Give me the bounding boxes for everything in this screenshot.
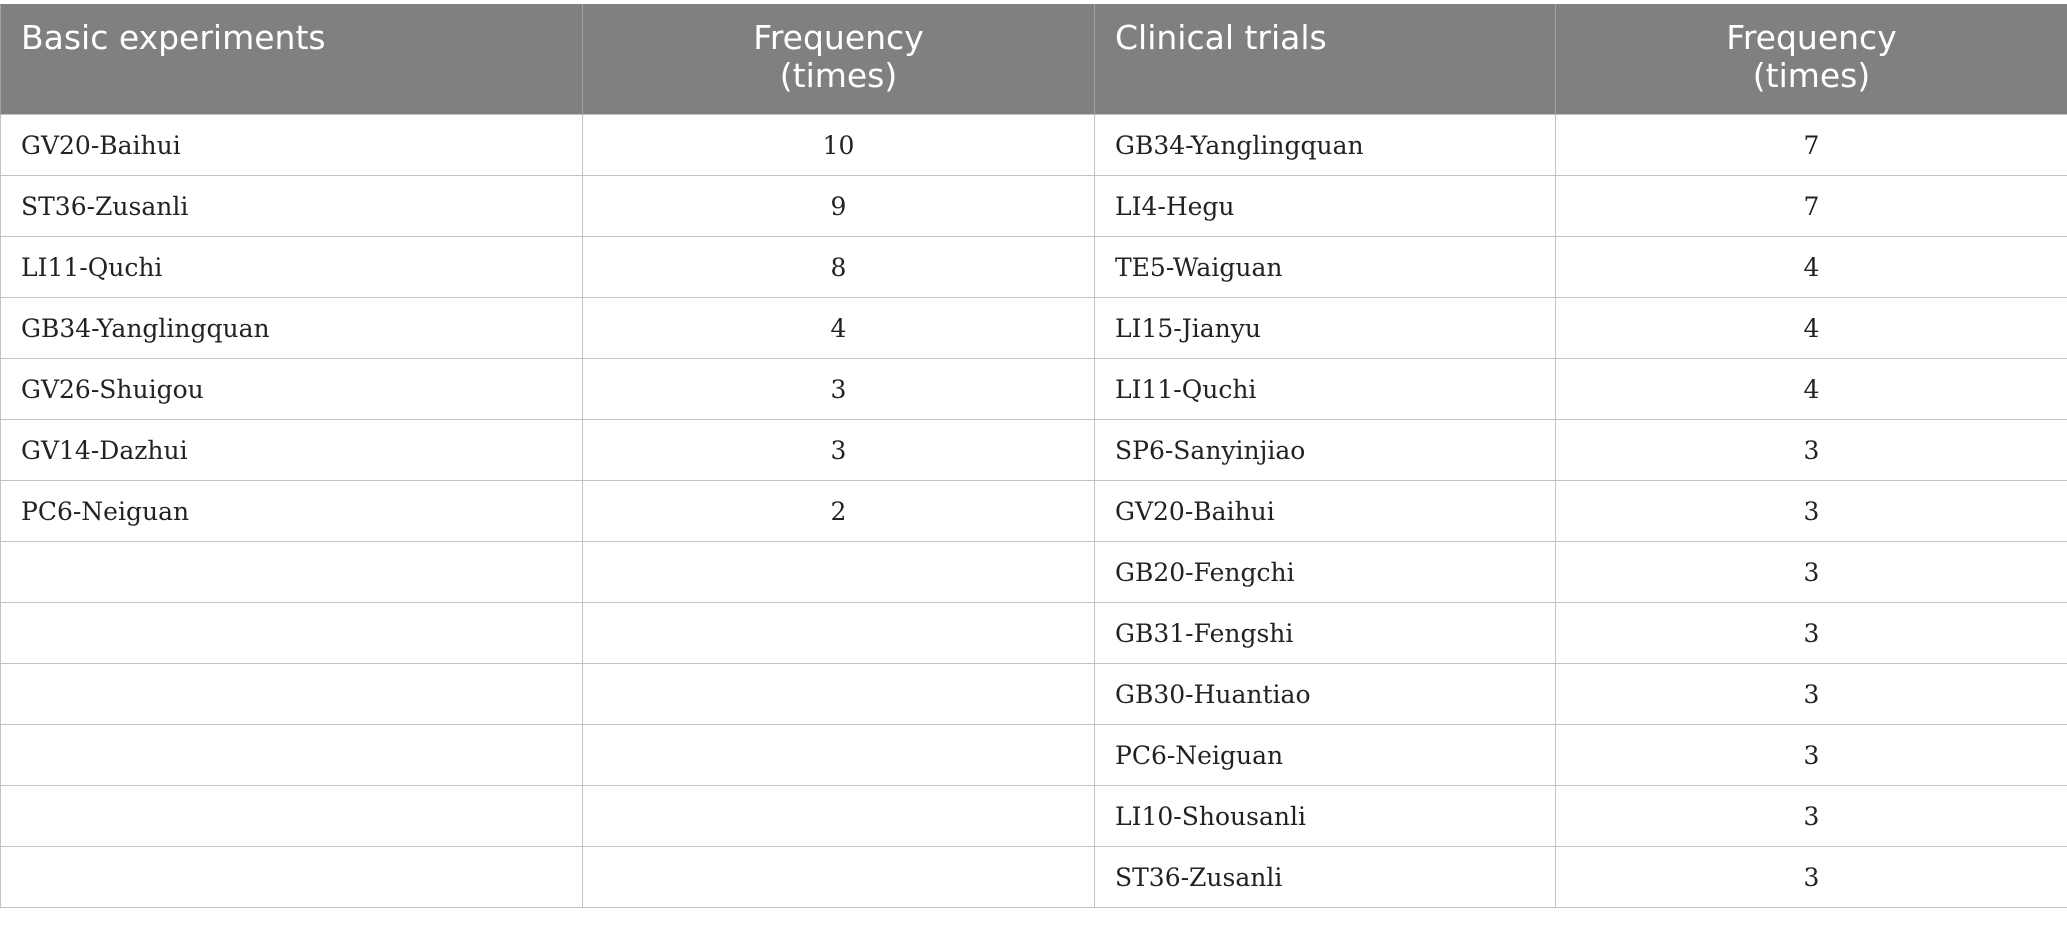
header-clinical-trials-label: Clinical trials: [1115, 18, 1327, 57]
table-row: ST36-Zusanli 9 LI4-Hegu 7: [0, 175, 2067, 237]
table-row: LI10-Shousanli 3: [0, 785, 2067, 847]
table-row: PC6-Neiguan 2 GV20-Baihui 3: [0, 480, 2067, 542]
clinical-acupoint-cell: GB31-Fengshi: [1094, 602, 1556, 664]
clinical-frequency-cell: 3: [1555, 602, 2067, 664]
header-clinical-frequency: Frequency (times): [1555, 4, 2067, 115]
clinical-frequency-cell: 3: [1555, 846, 2067, 908]
header-basic-experiments: Basic experiments: [0, 4, 583, 115]
clinical-acupoint-cell: GV20-Baihui: [1094, 480, 1556, 542]
basic-acupoint-cell: [0, 663, 583, 725]
clinical-frequency-cell: 3: [1555, 785, 2067, 847]
basic-frequency-cell: [582, 724, 1095, 786]
header-clinical-trials: Clinical trials: [1094, 4, 1556, 115]
clinical-frequency-cell: 3: [1555, 541, 2067, 603]
clinical-acupoint-cell: GB20-Fengchi: [1094, 541, 1556, 603]
basic-acupoint-cell: LI11-Quchi: [0, 236, 583, 298]
header-basic-frequency-line1: Frequency: [753, 18, 924, 57]
table-row: GV20-Baihui 10 GB34-Yanglingquan 7: [0, 114, 2067, 176]
basic-frequency-cell: 4: [582, 297, 1095, 359]
basic-acupoint-cell: [0, 724, 583, 786]
basic-acupoint-cell: ST36-Zusanli: [0, 175, 583, 237]
basic-frequency-cell: 10: [582, 114, 1095, 176]
clinical-frequency-cell: 3: [1555, 663, 2067, 725]
basic-frequency-cell: 8: [582, 236, 1095, 298]
basic-frequency-cell: 3: [582, 358, 1095, 420]
basic-acupoint-cell: GV14-Dazhui: [0, 419, 583, 481]
clinical-frequency-cell: 3: [1555, 480, 2067, 542]
table-row: GB30-Huantiao 3: [0, 663, 2067, 725]
basic-frequency-cell: 3: [582, 419, 1095, 481]
table-row: GB20-Fengchi 3: [0, 541, 2067, 603]
table-body: GV20-Baihui 10 GB34-Yanglingquan 7 ST36-Zus…: [0, 114, 2067, 908]
table-row: ST36-Zusanli 3: [0, 846, 2067, 908]
basic-frequency-cell: [582, 785, 1095, 847]
table-row: GB34-Yanglingquan 4 LI15-Jianyu 4: [0, 297, 2067, 359]
basic-acupoint-cell: [0, 846, 583, 908]
table-row: GV26-Shuigou 3 LI11-Quchi 4: [0, 358, 2067, 420]
basic-acupoint-cell: GV20-Baihui: [0, 114, 583, 176]
clinical-frequency-cell: 4: [1555, 358, 2067, 420]
header-basic-frequency-line2: (times): [779, 56, 898, 95]
table-row: GB31-Fengshi 3: [0, 602, 2067, 664]
clinical-acupoint-cell: GB34-Yanglingquan: [1094, 114, 1556, 176]
clinical-frequency-cell: 3: [1555, 419, 2067, 481]
basic-frequency-cell: 2: [582, 480, 1095, 542]
clinical-frequency-cell: 4: [1555, 236, 2067, 298]
basic-frequency-cell: [582, 663, 1095, 725]
basic-frequency-cell: [582, 846, 1095, 908]
basic-frequency-cell: 9: [582, 175, 1095, 237]
basic-acupoint-cell: [0, 541, 583, 603]
table-row: GV14-Dazhui 3 SP6-Sanyinjiao 3: [0, 419, 2067, 481]
clinical-acupoint-cell: LI4-Hegu: [1094, 175, 1556, 237]
header-row: Basic experiments Frequency (times) Clin…: [0, 4, 2067, 115]
clinical-frequency-cell: 3: [1555, 724, 2067, 786]
header-clinical-frequency-line1: Frequency: [1726, 18, 1897, 57]
clinical-frequency-cell: 4: [1555, 297, 2067, 359]
clinical-acupoint-cell: LI11-Quchi: [1094, 358, 1556, 420]
table-row: PC6-Neiguan 3: [0, 724, 2067, 786]
basic-acupoint-cell: PC6-Neiguan: [0, 480, 583, 542]
basic-frequency-cell: [582, 541, 1095, 603]
basic-acupoint-cell: GV26-Shuigou: [0, 358, 583, 420]
clinical-acupoint-cell: PC6-Neiguan: [1094, 724, 1556, 786]
basic-acupoint-cell: GB34-Yanglingquan: [0, 297, 583, 359]
clinical-acupoint-cell: SP6-Sanyinjiao: [1094, 419, 1556, 481]
clinical-acupoint-cell: GB30-Huantiao: [1094, 663, 1556, 725]
basic-frequency-cell: [582, 602, 1095, 664]
basic-acupoint-cell: [0, 785, 583, 847]
clinical-acupoint-cell: ST36-Zusanli: [1094, 846, 1556, 908]
header-basic-frequency: Frequency (times): [582, 4, 1095, 115]
clinical-frequency-cell: 7: [1555, 175, 2067, 237]
clinical-acupoint-cell: TE5-Waiguan: [1094, 236, 1556, 298]
acupoint-frequency-table: Basic experiments Frequency (times) Clin…: [0, 4, 2067, 908]
basic-acupoint-cell: [0, 602, 583, 664]
header-clinical-frequency-line2: (times): [1752, 56, 1871, 95]
clinical-acupoint-cell: LI10-Shousanli: [1094, 785, 1556, 847]
table-header: Basic experiments Frequency (times) Clin…: [0, 4, 2067, 115]
clinical-frequency-cell: 7: [1555, 114, 2067, 176]
header-basic-experiments-label: Basic experiments: [21, 18, 326, 57]
table-row: LI11-Quchi 8 TE5-Waiguan 4: [0, 236, 2067, 298]
clinical-acupoint-cell: LI15-Jianyu: [1094, 297, 1556, 359]
